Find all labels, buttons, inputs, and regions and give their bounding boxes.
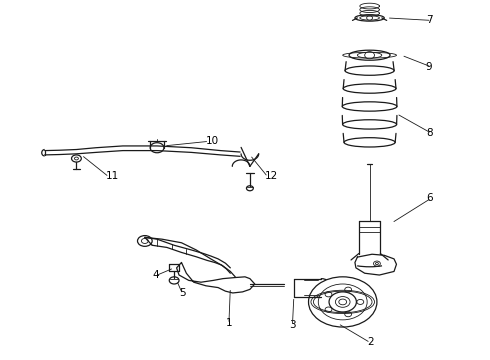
Circle shape <box>318 284 367 320</box>
Circle shape <box>325 307 332 312</box>
Circle shape <box>365 51 374 59</box>
Ellipse shape <box>355 15 384 21</box>
Text: 8: 8 <box>426 129 432 138</box>
Text: 5: 5 <box>179 288 186 298</box>
Circle shape <box>373 261 380 266</box>
Text: 11: 11 <box>106 171 119 181</box>
Circle shape <box>142 238 148 243</box>
Text: 3: 3 <box>289 320 295 330</box>
Text: 12: 12 <box>265 171 278 181</box>
Ellipse shape <box>345 66 394 75</box>
Circle shape <box>375 262 378 265</box>
Text: 9: 9 <box>426 62 432 72</box>
Text: 10: 10 <box>206 136 219 145</box>
Text: 4: 4 <box>152 270 159 280</box>
Circle shape <box>309 277 377 327</box>
Circle shape <box>367 16 372 20</box>
Circle shape <box>169 277 179 284</box>
Circle shape <box>335 297 350 307</box>
Circle shape <box>339 299 346 305</box>
Ellipse shape <box>360 16 379 20</box>
Ellipse shape <box>344 138 395 147</box>
Circle shape <box>329 292 356 312</box>
Ellipse shape <box>343 102 397 111</box>
Circle shape <box>72 155 81 162</box>
Text: 1: 1 <box>225 319 232 328</box>
Text: 2: 2 <box>367 337 374 347</box>
Circle shape <box>357 300 364 305</box>
Text: 6: 6 <box>426 193 432 203</box>
Circle shape <box>246 186 253 191</box>
Circle shape <box>345 287 352 292</box>
Circle shape <box>325 292 332 297</box>
Ellipse shape <box>343 120 396 129</box>
Text: 7: 7 <box>426 15 432 26</box>
Circle shape <box>138 235 152 246</box>
Circle shape <box>345 312 352 317</box>
Circle shape <box>74 157 78 160</box>
Ellipse shape <box>343 84 396 93</box>
